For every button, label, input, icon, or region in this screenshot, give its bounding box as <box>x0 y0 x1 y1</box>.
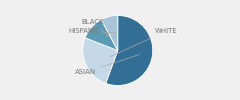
Wedge shape <box>101 16 118 50</box>
Wedge shape <box>85 20 118 50</box>
Text: HISPANIC: HISPANIC <box>68 28 117 34</box>
Wedge shape <box>83 38 118 83</box>
Text: ASIAN: ASIAN <box>75 55 139 75</box>
Text: WHITE: WHITE <box>110 28 177 57</box>
Wedge shape <box>106 16 153 86</box>
Text: BLACK: BLACK <box>82 19 108 36</box>
